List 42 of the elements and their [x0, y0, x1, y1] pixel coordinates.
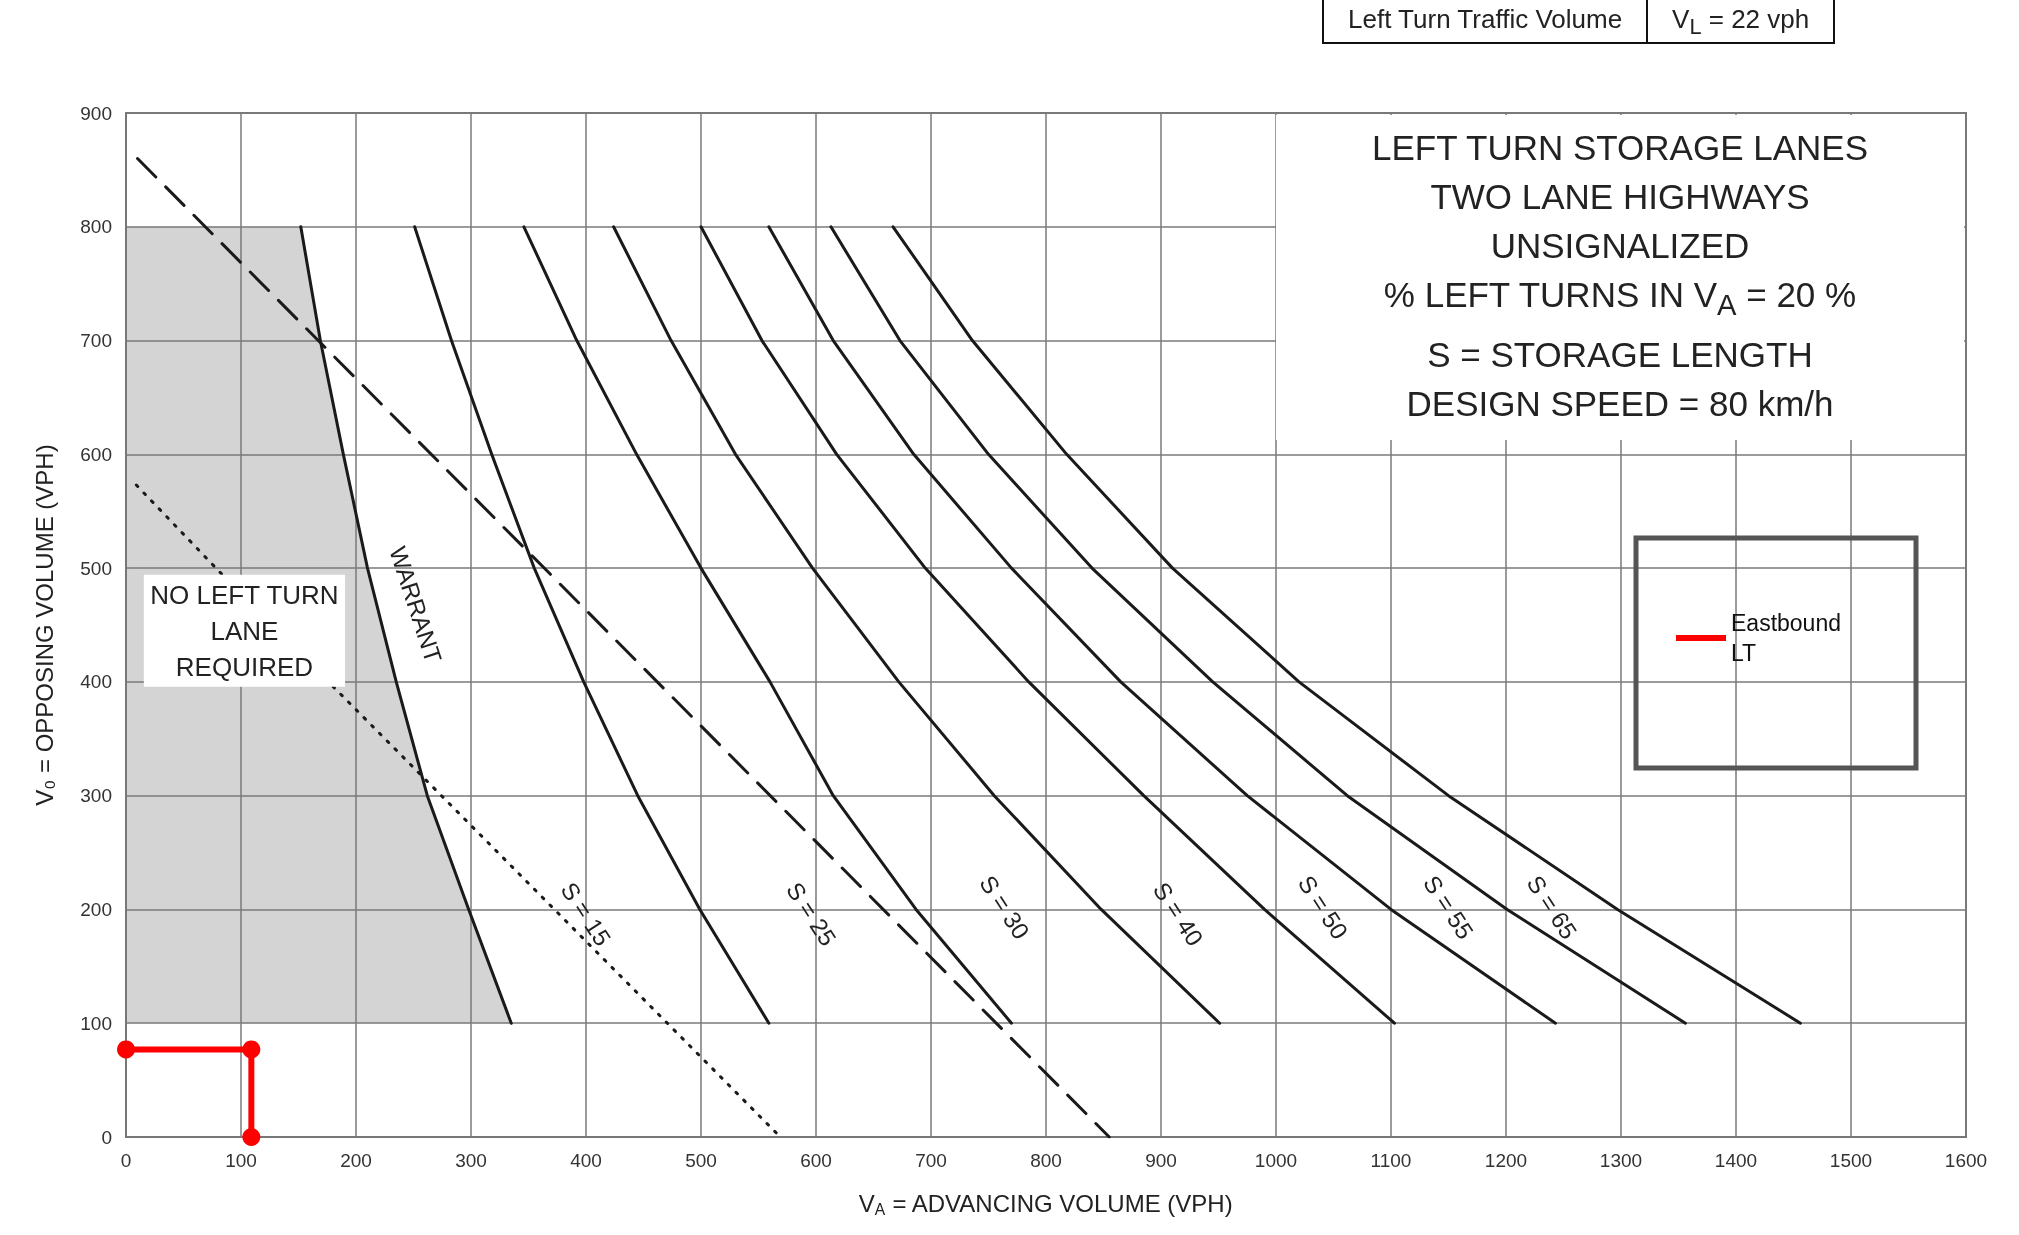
x-tick-label: 800 [1030, 1150, 1062, 1171]
x-tick-label: 0 [120, 1150, 132, 1171]
x-tick-label: 500 [685, 1150, 717, 1171]
legend-label: Eastbound LT [1731, 610, 1848, 666]
x-tick-label: 1600 [1944, 1150, 1988, 1171]
text: Left Turn Traffic Volume [1347, 3, 1624, 36]
annotation: NO LEFT TURN LANE REQUIRED [150, 579, 339, 682]
y-tick-label: 800 [80, 216, 112, 238]
x-tick-label: 1100 [1370, 1150, 1412, 1171]
annotation: S = 55 [1418, 870, 1479, 944]
y-axis-title: V₀ = OPPOSING VOLUME (VPH) [30, 444, 58, 806]
x-tick-label: 1000 [1254, 1150, 1298, 1171]
y-tick-label: 200 [80, 898, 112, 920]
y-tick-label: 500 [80, 557, 112, 579]
x-tick-label: 1400 [1714, 1150, 1758, 1171]
x-tick-label: 600 [800, 1150, 832, 1171]
annotation: S = 25 [781, 877, 842, 951]
x-tick-label: 400 [570, 1150, 602, 1171]
y-tick-label: 600 [80, 443, 112, 465]
x-tick-label: 1300 [1599, 1150, 1643, 1171]
annotation: S = 15 [555, 877, 617, 951]
x-tick-label: 200 [340, 1150, 372, 1171]
chart-title: LEFT TURN STORAGE LANES [1371, 127, 1869, 169]
y-tick-label: 700 [80, 330, 112, 352]
text: V$_{L}$ = 22 vph [1646, 0, 1834, 42]
y-tick-label: 0 [101, 1126, 112, 1148]
y-tick-label: 100 [80, 1012, 112, 1034]
x-tick-label: 700 [915, 1150, 947, 1171]
text-panel: LEFT TURN STORAGE LANES TWO LANE HIGHWAYS UNSIGNALIZED % LEFT TURNS IN V$_{A}$ = 20 % S = STORAGE LENGTH DESIGN SPEED = 80 km/h [1276, 115, 1964, 440]
annotation: S = 40 [1147, 877, 1209, 951]
x-tick-label: 900 [1145, 1150, 1177, 1171]
y-tick-label: 400 [80, 671, 112, 693]
line-series [612, 225, 1222, 1025]
y-tick-label: 900 [80, 102, 112, 124]
y-tick-label: 300 [80, 785, 112, 807]
x-tick-label: 100 [225, 1150, 257, 1171]
x-tick-label: 1200 [1484, 1150, 1528, 1171]
annotation: S = 30 [974, 870, 1035, 944]
x-tick-label: 1500 [1829, 1150, 1873, 1171]
x-tick-label: 300 [455, 1150, 487, 1171]
annotation: S = 65 [1521, 870, 1583, 944]
annotation: S = 50 [1292, 870, 1354, 944]
